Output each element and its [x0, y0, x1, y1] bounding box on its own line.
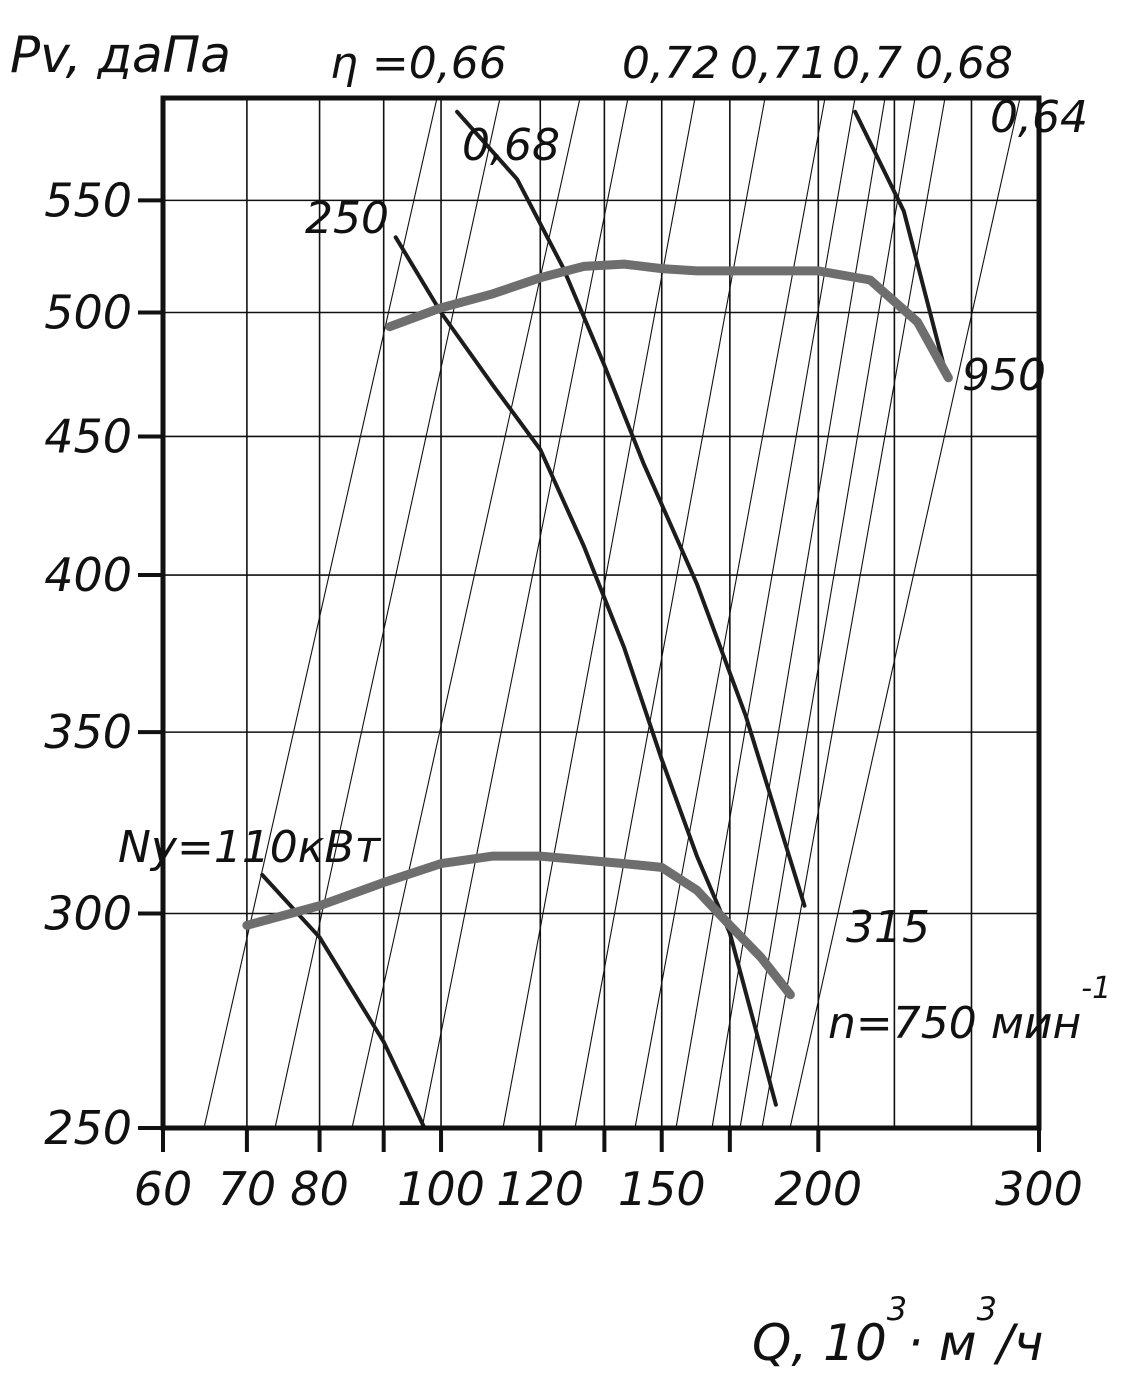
power-lines [260, 109, 949, 1130]
x-axis-title-sup1: 3 [887, 1290, 907, 1328]
y-tick-label-6: 550 [44, 173, 132, 227]
y-axis-title: Pv, даПа [10, 26, 231, 84]
efficiency-lines [203, 97, 1021, 1129]
speed-curve-0 [242, 851, 795, 1000]
x-axis-title: Q, 103· м3/ч [752, 1290, 1043, 1372]
speed-label-950: 950 [962, 350, 1046, 401]
speed-label-750: n=750 мин-1 [828, 971, 1111, 1049]
efficiency-line-9 [739, 97, 916, 1129]
efficiency-line-7 [675, 97, 856, 1129]
efficiency-label-071: 0,71 [730, 38, 828, 89]
x-tick-label-0: 60 [134, 1162, 193, 1216]
x-tick-label-2: 80 [290, 1162, 349, 1216]
efficiency-line-5 [574, 97, 766, 1129]
efficiency-label-068-left: 0,68 [462, 120, 560, 171]
efficiency-line-3 [421, 97, 629, 1129]
efficiency-line-11 [789, 97, 1021, 1129]
efficiency-line-8 [711, 97, 886, 1129]
speed-label-750-exponent: -1 [1081, 971, 1111, 1006]
efficiency-label: η =0,66 [330, 38, 507, 89]
power-label-315: 315 [846, 902, 930, 953]
speed-label-750-main: n=750 мин [828, 998, 1081, 1049]
x-tick-label-1: 70 [218, 1162, 277, 1216]
y-tick-label-4: 450 [44, 409, 132, 463]
plot-frame [160, 95, 1042, 1131]
chart-labels: Pv, даПа η =0,66 0,68 0,72 0,71 0,7 0,68… [10, 26, 1111, 1372]
y-tick-label-2: 350 [44, 705, 132, 759]
x-axis-title-main: Q, 10 [752, 1314, 887, 1372]
power-line-0 [260, 872, 427, 1130]
x-axis-title-dot: · [907, 1314, 923, 1372]
plot-grid [163, 98, 1039, 1129]
power-label-250: 250 [305, 193, 389, 244]
y-tick-label-0: 250 [44, 1101, 132, 1155]
x-axis-title-sup2: 3 [977, 1290, 997, 1328]
x-tick-label-10: 300 [995, 1162, 1083, 1216]
efficiency-line-10 [761, 97, 946, 1129]
efficiency-line-2 [351, 97, 581, 1129]
axis-ticks: 250 300 350 400 450 500 550 60 70 80 100 120 150 200 3… [44, 173, 1083, 1216]
power-label-110: Ny=110кВт [118, 822, 382, 873]
x-tick-label-7: 150 [618, 1162, 706, 1216]
power-line-2 [455, 109, 807, 908]
x-axis-title-unit2: /ч [993, 1314, 1043, 1372]
power-line-3 [853, 109, 949, 378]
efficiency-line-4 [502, 97, 696, 1129]
efficiency-label-064: 0,64 [990, 92, 1088, 143]
efficiency-line-0 [203, 97, 438, 1129]
efficiency-label-068-right: 0,68 [915, 38, 1013, 89]
speed-curves [242, 259, 953, 1000]
y-tick-label-3: 400 [44, 548, 132, 602]
y-tick-label-5: 500 [44, 286, 132, 340]
power-line-1 [393, 235, 778, 1107]
efficiency-label-072: 0,72 [622, 38, 720, 89]
efficiency-label-07: 0,7 [832, 38, 902, 89]
y-tick-label-1: 300 [44, 886, 132, 940]
x-tick-label-5: 120 [496, 1162, 584, 1216]
efficiency-line-1 [274, 97, 501, 1129]
x-tick-label-4: 100 [397, 1162, 485, 1216]
x-tick-label-9: 200 [774, 1162, 862, 1216]
x-axis-title-unit1: м [923, 1314, 977, 1372]
speed-curve-1 [385, 259, 953, 383]
